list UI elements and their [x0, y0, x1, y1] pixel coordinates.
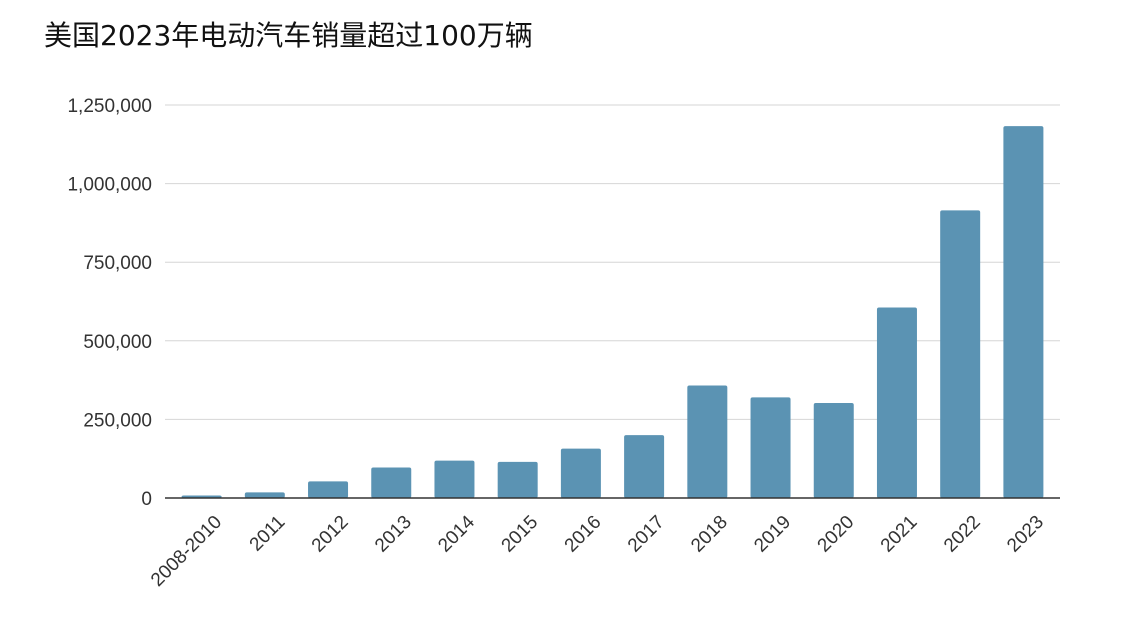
x-tick-label: 2017 [624, 512, 669, 557]
x-tick-label: 2013 [371, 512, 416, 557]
x-tick-label: 2020 [814, 512, 859, 557]
y-axis-tick-labels: 0 250,000 500,000 750,000 1,000,000 1,250,000 [67, 96, 152, 510]
bar [244, 492, 285, 498]
x-tick-label: 2011 [246, 512, 290, 556]
x-tick-label: 2018 [687, 512, 732, 557]
y-tick-label: 0 [141, 489, 152, 510]
x-tick-label: 2016 [561, 512, 606, 557]
bar [624, 435, 665, 498]
x-tick-label: 2014 [434, 511, 479, 556]
y-tick-label: 250,000 [83, 410, 152, 431]
y-tick-label: 750,000 [83, 253, 152, 274]
bar [560, 448, 601, 498]
bar [687, 385, 728, 498]
y-tick-label: 500,000 [83, 332, 152, 353]
x-tick-label: 2023 [1003, 512, 1048, 557]
x-tick-label: 2012 [308, 512, 353, 557]
bar [940, 210, 981, 498]
bar [813, 403, 854, 498]
x-tick-label: 2008-2010 [147, 512, 226, 591]
bar [434, 460, 475, 498]
chart-title: 美国2023年电动汽车销量超过100万辆 [44, 19, 533, 52]
gridlines [165, 104, 1060, 420]
y-tick-label: 1,250,000 [67, 96, 152, 117]
x-tick-label: 2021 [877, 512, 922, 557]
y-tick-label: 1,000,000 [67, 175, 152, 196]
bar [308, 481, 349, 498]
bar [876, 307, 917, 498]
bar [497, 461, 538, 498]
bars [181, 126, 1044, 499]
bar [750, 397, 791, 498]
bar [371, 467, 412, 498]
x-tick-label: 2015 [498, 512, 543, 557]
bar [1003, 126, 1044, 499]
x-axis-tick-labels: 2008-2010 2011 2012 2013 2014 2015 2016 2017 201… [147, 511, 1048, 590]
x-tick-label: 2022 [940, 512, 985, 557]
x-tick-label: 2019 [750, 512, 795, 557]
